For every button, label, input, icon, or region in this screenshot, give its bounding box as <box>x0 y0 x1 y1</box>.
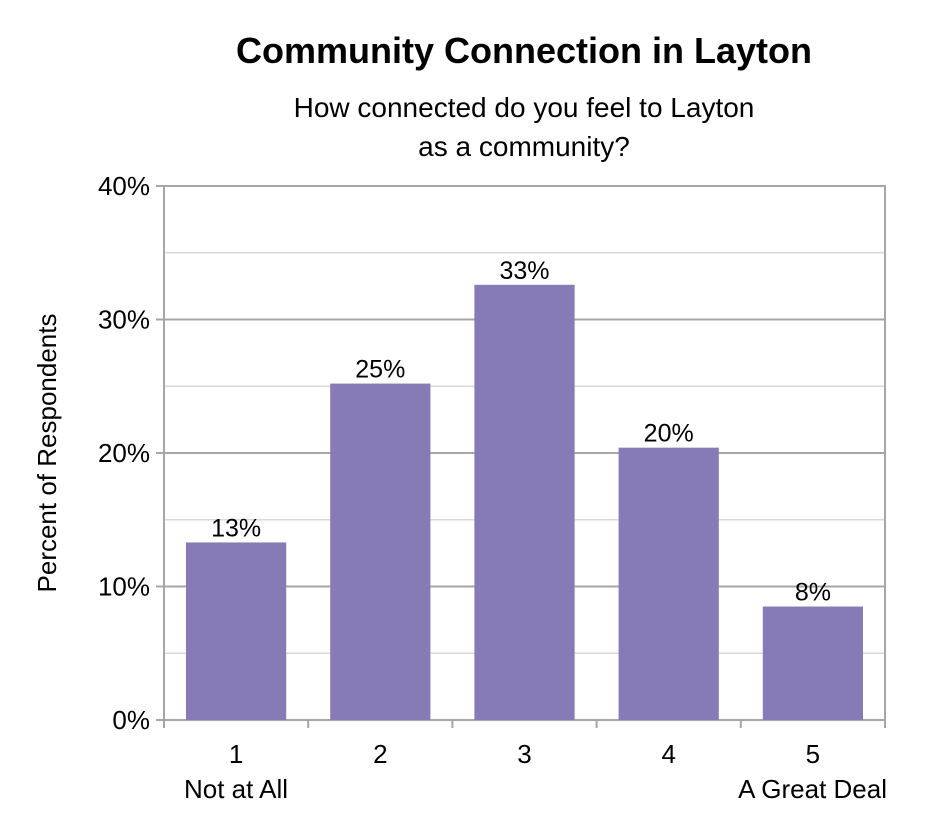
x-tick-label: 1 <box>229 739 243 769</box>
bar <box>330 383 431 720</box>
plot-area: 0% 10% 20% 30% 40% 13% 1 Not at All 25% 2 33% 3 20% 4… <box>98 171 887 804</box>
bar <box>762 606 864 720</box>
data-label: 13% <box>211 514 261 542</box>
bar <box>618 447 719 720</box>
y-tick-label: 0% <box>112 705 150 735</box>
data-label: 33% <box>499 257 549 285</box>
y-tick-label: 20% <box>98 438 150 468</box>
data-label: 25% <box>355 356 405 384</box>
x-tick-label: 4 <box>661 739 675 769</box>
y-tick-label: 30% <box>98 305 150 335</box>
data-label: 20% <box>644 420 694 448</box>
y-tick-label: 10% <box>98 572 150 602</box>
x-category-sublabel: Not at All <box>184 774 288 804</box>
y-tick-label: 40% <box>98 171 150 201</box>
y-axis-label: Percent of Respondents <box>32 314 62 593</box>
data-label: 8% <box>795 579 831 607</box>
bar <box>185 542 287 720</box>
x-category-sublabel: A Great Deal <box>738 774 887 804</box>
chart-subtitle-line-2: as a community? <box>418 131 630 162</box>
chart-title: Community Connection in Layton <box>236 30 812 71</box>
x-tick-label: 5 <box>806 739 820 769</box>
x-tick-label: 2 <box>373 739 387 769</box>
x-tick-label: 3 <box>517 739 531 769</box>
bar <box>474 284 575 720</box>
chart-subtitle-line-1: How connected do you feel to Layton <box>294 92 755 123</box>
